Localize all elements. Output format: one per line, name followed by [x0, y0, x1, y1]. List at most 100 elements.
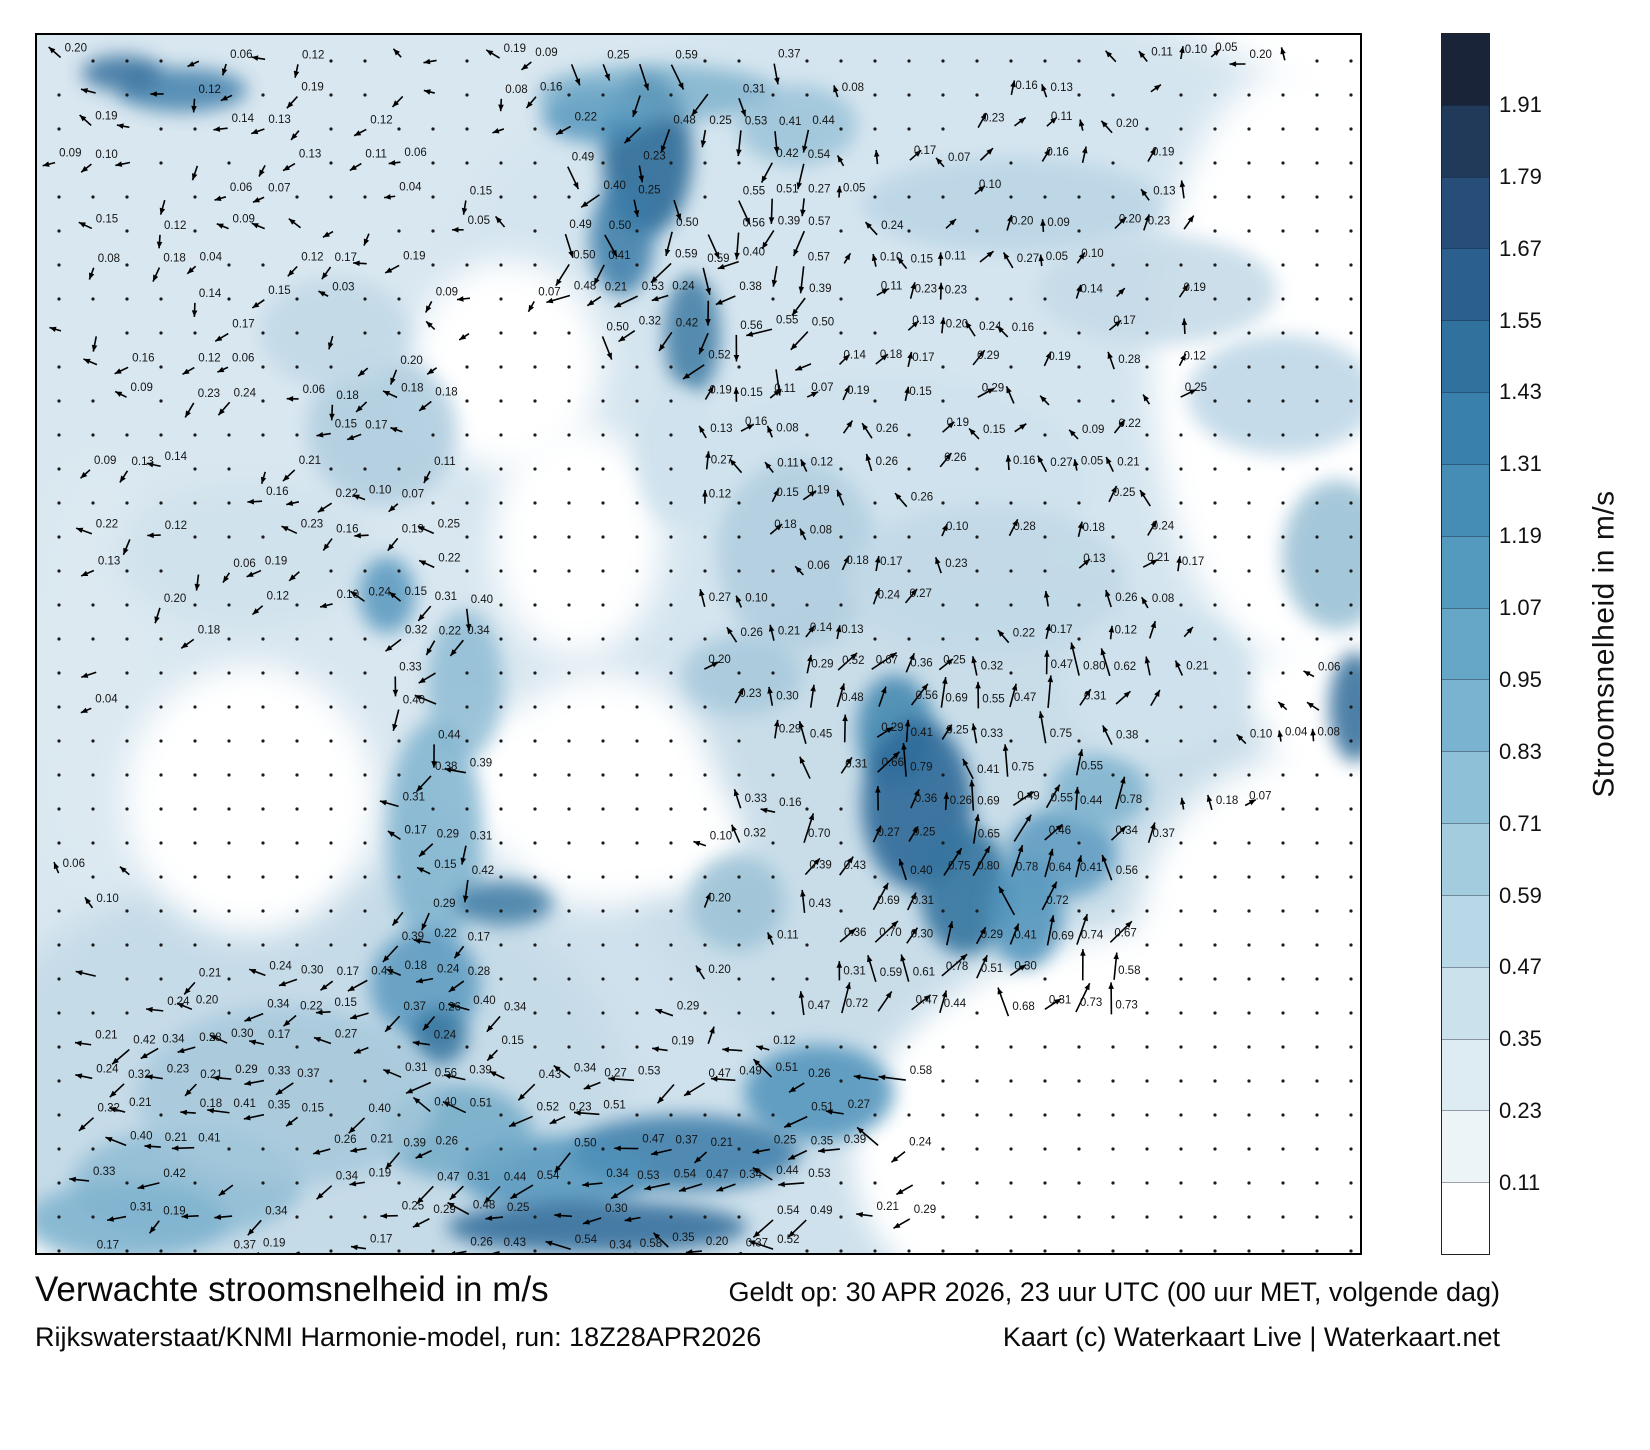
svg-text:0.52: 0.52 — [537, 1101, 559, 1113]
svg-text:0.27: 0.27 — [878, 827, 900, 839]
svg-text:0.23: 0.23 — [739, 688, 761, 700]
svg-text:0.43: 0.43 — [504, 1237, 526, 1249]
flow-arrows — [42, 46, 1320, 1253]
colorbar-tick: 0.23 — [1499, 1098, 1542, 1124]
svg-text:0.21: 0.21 — [711, 1137, 733, 1149]
svg-text:0.78: 0.78 — [1016, 862, 1038, 874]
svg-text:0.20: 0.20 — [708, 654, 730, 666]
svg-text:0.39: 0.39 — [469, 1065, 491, 1077]
current-speed-map: 0.20 0.06 0.12 0.19 0.09 0.25 0.59 0.37 0.11 0.10… — [37, 35, 1360, 1253]
svg-text:0.50: 0.50 — [607, 321, 629, 333]
svg-text:0.62: 0.62 — [1114, 661, 1136, 673]
svg-text:0.13: 0.13 — [268, 114, 290, 126]
svg-text:0.20: 0.20 — [708, 964, 730, 976]
svg-text:0.12: 0.12 — [164, 220, 186, 232]
svg-text:0.27: 0.27 — [709, 592, 731, 604]
svg-text:0.51: 0.51 — [811, 1102, 833, 1114]
svg-text:0.27: 0.27 — [604, 1067, 626, 1079]
svg-text:0.24: 0.24 — [434, 1030, 457, 1042]
svg-text:0.40: 0.40 — [743, 247, 765, 259]
svg-text:0.06: 0.06 — [232, 352, 254, 364]
svg-text:0.58: 0.58 — [910, 1065, 932, 1077]
svg-text:0.80: 0.80 — [977, 861, 999, 873]
svg-text:0.44: 0.44 — [812, 115, 835, 127]
svg-text:0.41: 0.41 — [608, 250, 630, 262]
svg-text:0.78: 0.78 — [1120, 794, 1142, 806]
svg-text:0.06: 0.06 — [230, 49, 252, 61]
svg-text:0.22: 0.22 — [1013, 628, 1035, 640]
svg-text:0.10: 0.10 — [710, 831, 732, 843]
svg-text:0.35: 0.35 — [672, 1232, 694, 1244]
svg-text:0.26: 0.26 — [470, 1236, 492, 1248]
svg-text:0.47: 0.47 — [437, 1171, 459, 1183]
svg-text:0.06: 0.06 — [1318, 662, 1340, 674]
svg-text:0.10: 0.10 — [745, 592, 767, 604]
colorbar-tick: 0.59 — [1499, 882, 1542, 908]
svg-text:0.15: 0.15 — [502, 1035, 524, 1047]
svg-text:0.30: 0.30 — [776, 691, 798, 703]
svg-text:0.09: 0.09 — [535, 47, 557, 59]
svg-text:0.24: 0.24 — [672, 281, 695, 293]
svg-text:0.15: 0.15 — [434, 859, 456, 871]
svg-text:0.31: 0.31 — [470, 831, 492, 843]
svg-text:0.55: 0.55 — [982, 693, 1004, 705]
colorbar-tick: 0.35 — [1499, 1026, 1542, 1052]
svg-text:0.15: 0.15 — [335, 419, 357, 431]
svg-text:0.23: 0.23 — [915, 284, 937, 296]
svg-text:0.08: 0.08 — [98, 253, 120, 265]
svg-text:0.19: 0.19 — [265, 556, 287, 568]
svg-text:0.18: 0.18 — [774, 519, 796, 531]
svg-text:0.14: 0.14 — [232, 113, 255, 125]
svg-text:0.22: 0.22 — [439, 626, 461, 638]
svg-text:0.22: 0.22 — [96, 519, 118, 531]
svg-text:0.70: 0.70 — [808, 828, 830, 840]
svg-text:0.22: 0.22 — [434, 928, 456, 940]
svg-text:0.32: 0.32 — [639, 316, 661, 328]
svg-text:0.11: 0.11 — [1051, 111, 1073, 123]
svg-text:0.42: 0.42 — [133, 1035, 155, 1047]
svg-text:0.19: 0.19 — [403, 251, 425, 263]
svg-text:0.49: 0.49 — [1017, 790, 1039, 802]
svg-text:0.37: 0.37 — [746, 1238, 768, 1250]
svg-text:0.35: 0.35 — [268, 1100, 290, 1112]
svg-text:0.24: 0.24 — [437, 964, 460, 976]
svg-text:0.06: 0.06 — [230, 182, 252, 194]
svg-text:0.04: 0.04 — [1285, 727, 1308, 739]
svg-text:0.40: 0.40 — [369, 1103, 391, 1115]
colorbar-segment — [1442, 679, 1489, 752]
svg-text:0.29: 0.29 — [811, 658, 833, 670]
svg-text:0.13: 0.13 — [98, 556, 120, 568]
svg-text:0.36: 0.36 — [844, 927, 866, 939]
svg-text:0.56: 0.56 — [1116, 865, 1138, 877]
svg-text:0.39: 0.39 — [470, 758, 492, 770]
captions: Verwachte stroomsnelheid in m/s Geldt op… — [35, 1270, 1500, 1353]
svg-text:0.47: 0.47 — [1051, 659, 1073, 671]
svg-text:0.11: 0.11 — [1151, 46, 1173, 58]
svg-text:0.18: 0.18 — [163, 253, 185, 265]
svg-text:0.14: 0.14 — [199, 288, 222, 300]
svg-text:0.26: 0.26 — [808, 1068, 830, 1080]
svg-text:0.34: 0.34 — [1116, 825, 1139, 837]
colorbar-segment — [1442, 1038, 1489, 1111]
svg-text:0.44: 0.44 — [504, 1171, 527, 1183]
svg-text:0.47: 0.47 — [808, 1000, 830, 1012]
svg-text:0.25: 0.25 — [1113, 487, 1135, 499]
svg-text:0.06: 0.06 — [404, 147, 426, 159]
svg-text:0.18: 0.18 — [401, 382, 423, 394]
colorbar-tick: 1.91 — [1499, 91, 1542, 117]
svg-text:0.72: 0.72 — [1046, 895, 1068, 907]
svg-text:0.34: 0.34 — [467, 625, 490, 637]
svg-text:0.73: 0.73 — [1080, 997, 1102, 1009]
svg-text:0.40: 0.40 — [471, 594, 493, 606]
svg-text:0.16: 0.16 — [336, 524, 358, 536]
speed-value-labels: 0.20 0.06 0.12 0.19 0.09 0.25 0.59 0.37 0.11 0.10… — [59, 42, 1340, 1252]
svg-text:0.21: 0.21 — [605, 282, 627, 294]
svg-text:0.49: 0.49 — [569, 219, 591, 231]
svg-text:0.19: 0.19 — [402, 523, 424, 535]
svg-text:0.33: 0.33 — [93, 1166, 115, 1178]
svg-text:0.10: 0.10 — [369, 485, 391, 497]
svg-text:0.20: 0.20 — [164, 593, 186, 605]
svg-text:0.11: 0.11 — [777, 930, 799, 942]
svg-text:0.24: 0.24 — [979, 321, 1002, 333]
svg-text:0.19: 0.19 — [847, 385, 869, 397]
